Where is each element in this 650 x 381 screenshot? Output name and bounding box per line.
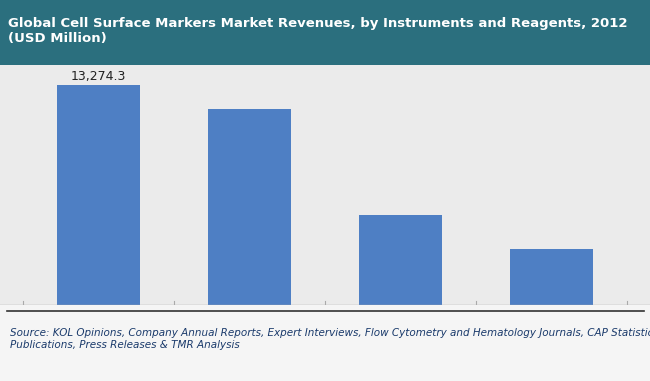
Bar <box>510 248 593 305</box>
Bar <box>208 109 291 305</box>
Bar <box>359 215 442 305</box>
Bar <box>57 85 140 305</box>
Text: Source: KOL Opinions, Company Annual Reports, Expert Interviews, Flow Cytometry : Source: KOL Opinions, Company Annual Rep… <box>10 328 650 350</box>
Text: Global Cell Surface Markers Market Revenues, by Instruments and Reagents, 2012 (: Global Cell Surface Markers Market Reven… <box>8 17 627 45</box>
Text: 13,274.3: 13,274.3 <box>71 70 126 83</box>
